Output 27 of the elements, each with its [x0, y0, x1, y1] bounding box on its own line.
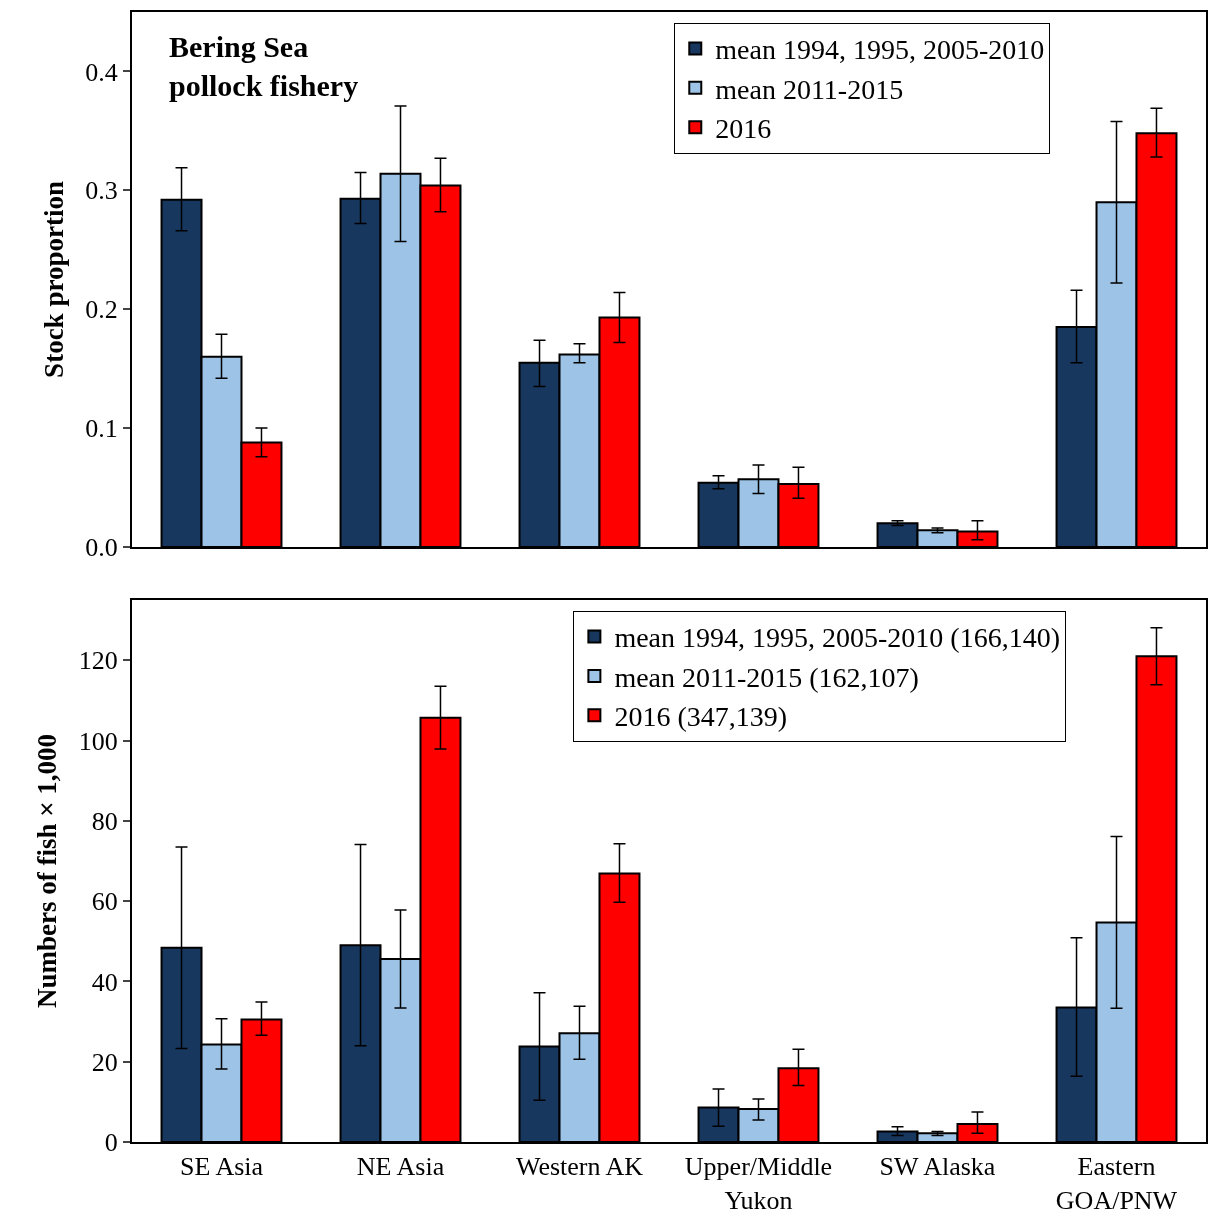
y-tick-label: 0.4 [85, 57, 118, 87]
y-tick-label: 0.2 [85, 295, 118, 325]
legend-label: 2016 (347,139) [614, 701, 788, 733]
y-tick-label: 20 [91, 1047, 118, 1077]
y-tick-label: 0.0 [85, 533, 118, 563]
y-tick-label: 0.3 [85, 176, 118, 206]
legend-label: 2016 [715, 113, 772, 145]
text: Bering Sea pollock fishery [169, 30, 359, 102]
x-tick-label: NE Asia [356, 1152, 445, 1182]
x-tick-label: Upper/Middle Yukon [684, 1152, 833, 1215]
x-tick-label: SE Asia [179, 1152, 264, 1182]
x-tick-label: Western AK [515, 1152, 644, 1182]
y-tick-label: 80 [91, 806, 118, 836]
legend-label: mean 1994, 1995, 2005-2010 [715, 34, 1045, 66]
y-tick-label: 120 [78, 646, 118, 676]
y-axis-title: Stock proportion [38, 181, 69, 378]
legend-label: mean 2011-2015 [715, 73, 904, 105]
legend-label: mean 1994, 1995, 2005-2010 (166,140) [614, 622, 1060, 654]
y-tick-label: 100 [78, 726, 118, 756]
x-tick-label: Eastern GOA/PNW [1055, 1152, 1178, 1215]
x-tick-label: SW Alaska [879, 1152, 996, 1182]
y-axis-title: Numbers of fish × 1,000 [32, 733, 63, 1009]
y-tick-label: 0 [104, 1128, 118, 1158]
y-tick-label: 0.1 [85, 414, 118, 444]
legend-label: mean 2011-2015 (162,107) [614, 661, 919, 693]
y-tick-label: 60 [91, 887, 118, 917]
y-tick-label: 40 [91, 967, 118, 997]
